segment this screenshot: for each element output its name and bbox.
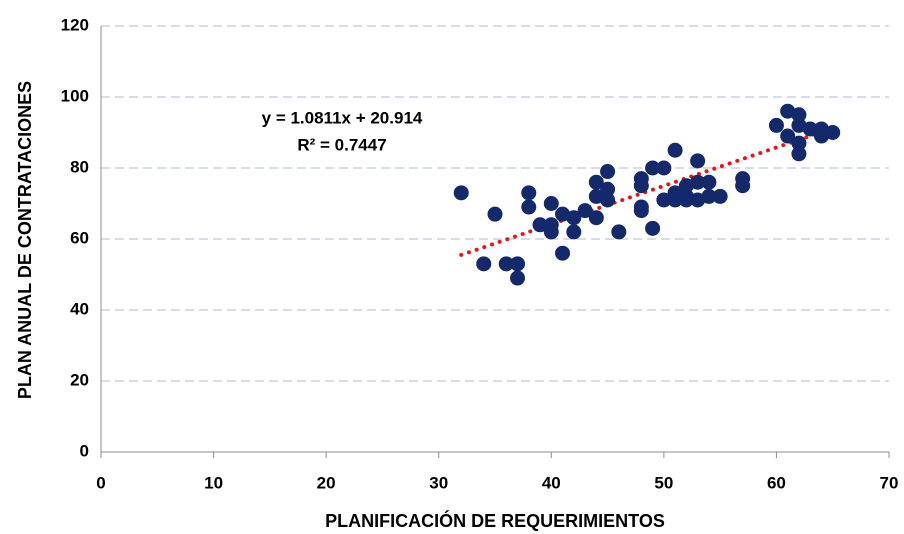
trend-r2: R² = 0.7447 <box>297 135 386 154</box>
y-tick-label: 20 <box>70 370 89 389</box>
point <box>813 128 829 144</box>
point <box>498 256 514 272</box>
point <box>701 174 717 190</box>
point <box>667 142 683 158</box>
point <box>802 121 818 137</box>
point <box>645 160 661 176</box>
point <box>566 224 582 240</box>
point <box>600 192 616 208</box>
point <box>555 245 571 261</box>
point <box>825 125 841 140</box>
y-tick-label: 120 <box>61 15 89 34</box>
point <box>487 206 503 222</box>
x-tick-label: 40 <box>542 473 561 492</box>
y-axis-title: PLAN ANUAL DE CONTRATACIONES <box>15 81 35 399</box>
x-tick-label: 60 <box>767 473 786 492</box>
point <box>453 185 469 201</box>
point <box>735 178 751 194</box>
x-axis-title: PLANIFICACIÓN DE REQUERIMIENTOS <box>325 510 665 531</box>
point <box>543 224 559 240</box>
point <box>600 181 616 197</box>
point <box>780 128 796 144</box>
x-tick-label: 0 <box>96 473 105 492</box>
point <box>611 224 627 240</box>
point <box>532 217 548 233</box>
point <box>791 117 807 133</box>
point <box>577 203 593 219</box>
point <box>510 256 526 272</box>
y-tick-label: 80 <box>70 157 89 176</box>
point <box>566 210 582 226</box>
point <box>588 188 604 204</box>
point <box>588 174 604 190</box>
point <box>600 164 616 180</box>
point <box>510 270 526 286</box>
x-tick-label: 10 <box>204 473 223 492</box>
point <box>633 203 649 219</box>
y-tick-label: 40 <box>70 299 89 318</box>
y-tick-label: 60 <box>70 228 89 247</box>
x-tick-label: 20 <box>317 473 336 492</box>
point <box>543 196 559 211</box>
x-tick-label: 30 <box>429 473 448 492</box>
point <box>656 192 672 208</box>
point <box>555 206 571 222</box>
point <box>645 220 661 236</box>
point <box>667 185 683 201</box>
trend-equation: y = 1.0811x + 20.914 <box>262 108 423 127</box>
point <box>780 103 796 119</box>
x-tick-label: 50 <box>654 473 673 492</box>
point <box>768 117 784 133</box>
point <box>791 107 807 123</box>
point <box>633 178 649 194</box>
trendline <box>459 130 824 257</box>
point <box>690 174 706 190</box>
point <box>690 153 706 169</box>
point <box>701 188 717 204</box>
point <box>656 160 672 176</box>
y-tick-label: 100 <box>61 86 89 105</box>
point <box>521 199 537 215</box>
point <box>521 185 537 201</box>
point <box>690 192 706 208</box>
point <box>712 188 728 204</box>
point <box>678 192 694 208</box>
point <box>588 210 604 226</box>
point <box>678 178 694 194</box>
point <box>476 256 492 272</box>
x-tick-label: 70 <box>880 473 899 492</box>
point <box>791 135 807 151</box>
y-tick-label: 0 <box>80 441 89 460</box>
point <box>791 146 807 162</box>
